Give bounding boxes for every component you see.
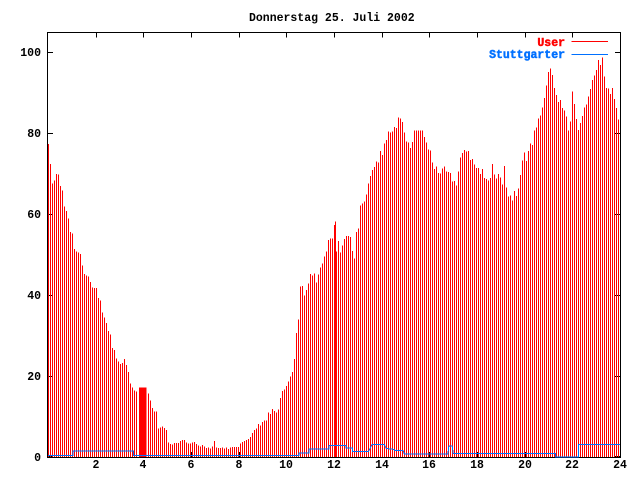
svg-text:User: User: [537, 37, 565, 50]
svg-text:6: 6: [188, 459, 195, 472]
svg-text:2: 2: [93, 459, 100, 472]
svg-text:80: 80: [27, 128, 41, 141]
svg-text:22: 22: [565, 459, 579, 472]
svg-text:12: 12: [327, 459, 341, 472]
svg-text:14: 14: [375, 459, 389, 472]
svg-text:10: 10: [279, 459, 293, 472]
svg-text:4: 4: [140, 459, 147, 472]
svg-text:Donnerstag 25. Juli 2002: Donnerstag 25. Juli 2002: [249, 12, 415, 25]
svg-text:16: 16: [422, 459, 436, 472]
svg-text:20: 20: [27, 371, 41, 384]
svg-text:18: 18: [470, 459, 484, 472]
svg-text:100: 100: [20, 47, 41, 60]
svg-text:8: 8: [236, 459, 243, 472]
svg-text:0: 0: [34, 452, 41, 465]
svg-text:20: 20: [518, 459, 532, 472]
svg-text:24: 24: [613, 459, 627, 472]
svg-text:Stuttgarter: Stuttgarter: [489, 49, 565, 62]
svg-text:60: 60: [27, 209, 41, 222]
svg-text:40: 40: [27, 290, 41, 303]
